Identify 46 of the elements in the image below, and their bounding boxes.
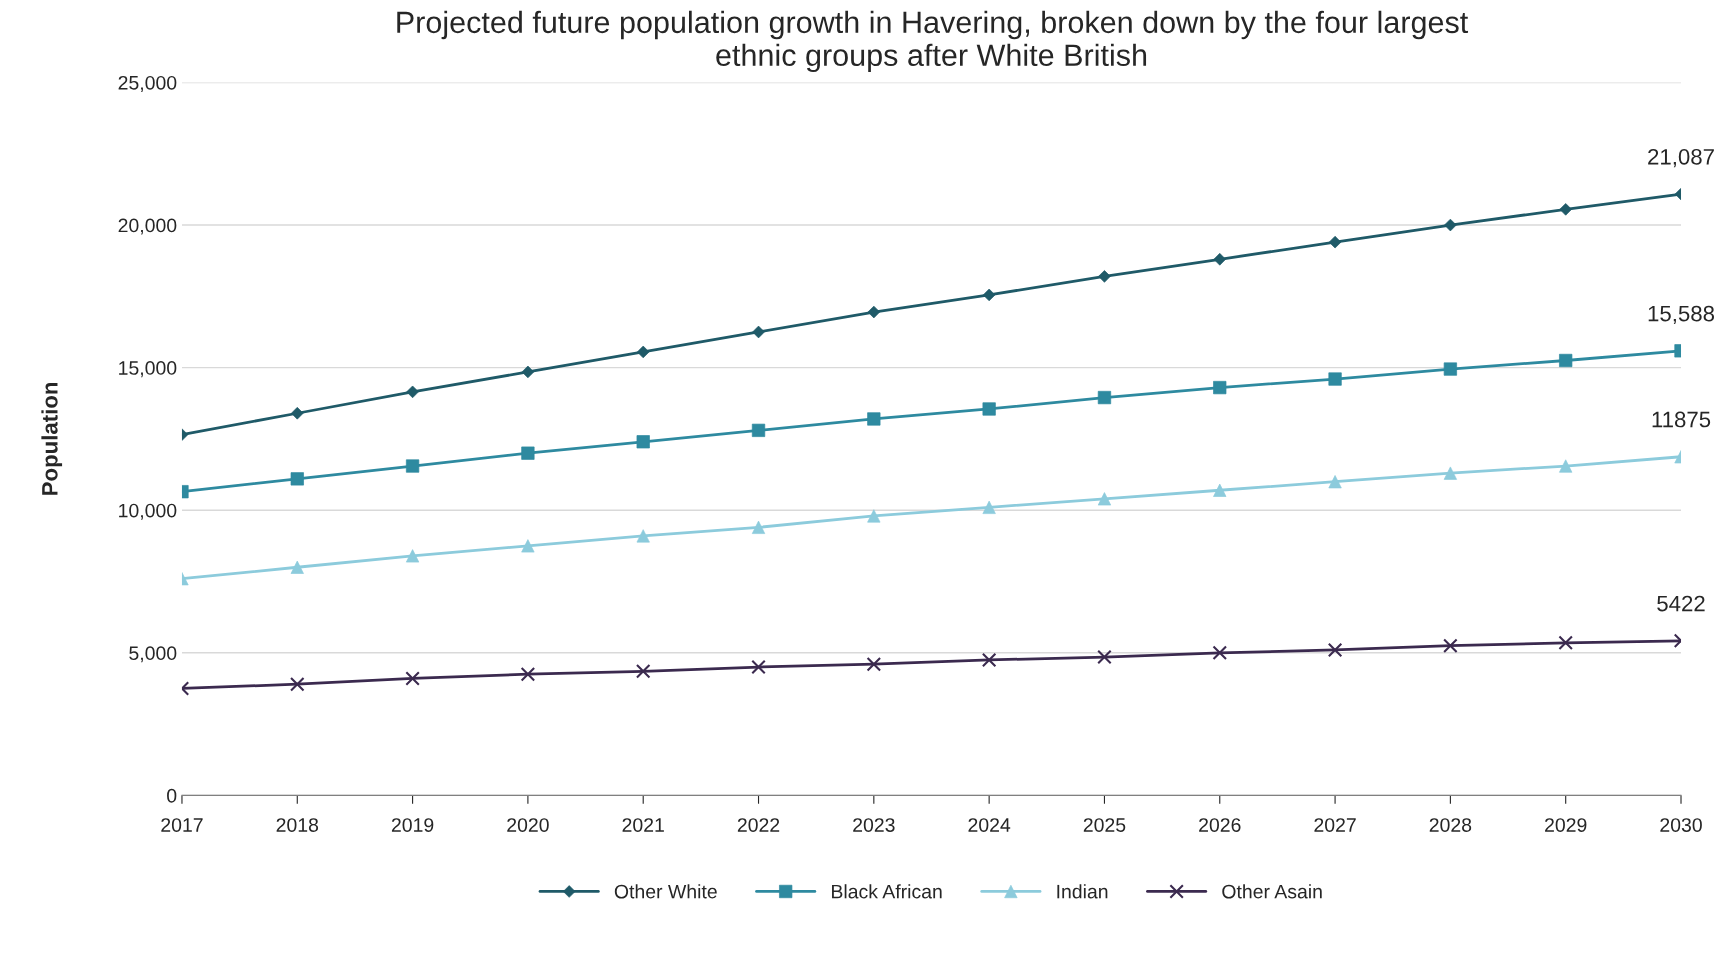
point [866,656,882,672]
point [1212,645,1228,661]
point [635,664,651,679]
point [289,676,305,692]
data-label: 21,087 [1648,148,1714,168]
legend-label: Other Asain [1222,884,1322,899]
y-tick-label: 5,000 [129,646,177,663]
point [1443,638,1458,653]
x-tick-label: 2020 [507,818,549,832]
point [1213,483,1227,497]
x-tick-label: 2030 [1660,818,1702,832]
chart-title: Projected future population growth in Havering, broken down by the four largest ethnic groups after White British [397,10,1469,73]
x-tick-label: 2029 [1545,818,1587,832]
x-tick-label: 2018 [276,818,319,832]
x-tick-label: 2021 [622,818,664,832]
x-tick-label: 2028 [1429,818,1472,832]
x-tick-label: 2027 [1314,818,1356,832]
data-label: 5422 [1657,595,1705,612]
x-tick-label: 2017 [161,818,203,832]
legend-label: Black African [832,884,942,899]
point [405,671,420,686]
y-tick-label: 10,000 [119,503,177,520]
legend-label: Indian [1057,884,1108,899]
point [1097,649,1112,665]
x-tick-label: 2022 [737,818,780,832]
point [981,652,997,668]
y-tick-label: 0 [167,788,177,803]
x-tick-label: 2025 [1083,818,1126,832]
point [1327,642,1343,658]
y-tick-label: 20,000 [118,218,177,235]
y-tick-label: 25,000 [118,75,177,92]
point [1558,635,1573,651]
x-tick-label: 2019 [391,818,434,832]
data-label: 15,588 [1648,305,1715,325]
y-axis-title: Population [41,382,63,495]
data-label: 11875 [1652,411,1711,428]
x-tick-label: 2024 [968,818,1011,832]
legend-label: Other White [614,884,717,899]
x-tick-label: 2023 [853,818,895,832]
x-tick-label: 2026 [1199,818,1241,832]
point [1213,380,1227,395]
y-tick-label: 15,000 [119,361,177,378]
point [751,659,766,675]
point [520,666,536,682]
point [1559,353,1573,368]
point [290,472,304,486]
